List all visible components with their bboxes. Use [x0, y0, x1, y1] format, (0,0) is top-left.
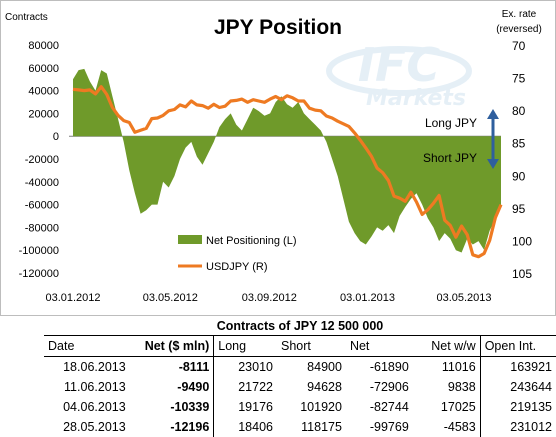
header-long: Long	[213, 335, 277, 357]
cell-long: 21722	[213, 377, 277, 397]
cell-date: 18.06.2013	[63, 360, 126, 374]
right-tick-label: 105	[512, 267, 532, 281]
right-tick-label: 75	[512, 72, 526, 86]
cell-date: 11.06.2013	[64, 380, 126, 394]
cell-short: 118175	[301, 420, 342, 434]
cell-open-int: 163921	[479, 356, 556, 377]
net-positioning-area	[73, 68, 501, 253]
header-date: Date	[44, 335, 130, 357]
table-row: 11.06.2013 -9490 21722 94628 -72906 9838 24364…	[44, 377, 556, 397]
table-row: 28.05.2013 -12196 18406 118175 -99769 -4583 23…	[44, 417, 556, 437]
header-short: Short	[276, 335, 346, 357]
legend-line-label: USDJPY (R)	[206, 261, 268, 273]
x-tick-label: 03.01.2012	[45, 292, 100, 304]
positions-table-panel: Contracts of JPY 12 500 000 Date Net ($ …	[44, 317, 556, 437]
cell-short: 94628	[307, 380, 342, 394]
right-axis-label-line1: Ex. rate	[502, 9, 537, 20]
left-tick-label: 60000	[28, 63, 59, 75]
left-tick-label: 0	[53, 131, 59, 143]
cell-net: -61890	[369, 360, 409, 374]
right-tick-label: 80	[512, 104, 526, 118]
table-row: 04.06.2013 -10339 19176 101920 -82744 17025 21…	[44, 397, 556, 417]
double-arrow-icon	[487, 109, 499, 169]
left-tick-label: -60000	[25, 200, 59, 212]
cell-open-int: 219135	[479, 397, 556, 417]
cell-open-int: 231012	[479, 417, 556, 437]
right-tick-label: 90	[512, 169, 526, 183]
x-tick-label: 03.05.2012	[143, 292, 198, 304]
cell-net-ww: 9838	[447, 380, 476, 394]
x-tick-label: 03.01.2013	[340, 292, 395, 304]
cell-long: 19176	[213, 397, 277, 417]
left-tick-label: -20000	[25, 154, 59, 166]
cell-date: 28.05.2013	[63, 420, 126, 434]
table-title: Contracts of JPY 12 500 000	[216, 319, 384, 333]
header-net-ww: Net w/w	[412, 335, 481, 357]
right-axis-label-line2: (reversed)	[496, 24, 542, 35]
net-positioning-series	[73, 68, 501, 253]
x-tick-label: 03.09.2012	[242, 292, 297, 304]
cell-long: 23010	[213, 356, 277, 377]
ifc-markets-watermark: IFC Markets	[326, 38, 472, 111]
cell-net-usd: -9490	[177, 380, 210, 394]
usdjpy-series	[72, 85, 503, 259]
cell-net-usd: -12196	[170, 420, 210, 434]
left-tick-label: -80000	[25, 222, 59, 234]
cell-date: 04.06.2013	[63, 400, 126, 414]
cell-net: -82744	[369, 400, 409, 414]
header-net-usd: Net ($ mln)	[129, 335, 214, 357]
cell-net-ww: 17025	[440, 400, 476, 414]
right-tick-label: 100	[512, 234, 532, 248]
x-axis-ticks: 03.01.2012 03.05.2012 03.09.2012 03.01.2013…	[45, 292, 491, 304]
header-net: Net	[345, 335, 413, 357]
right-tick-label: 85	[512, 137, 526, 151]
chart-svg: IFC Markets 80000 60000 40000 20000 0 -20000 -…	[5, 9, 542, 304]
usdjpy-line	[72, 85, 503, 259]
right-tick-label: 95	[512, 202, 526, 216]
cell-net-ww: 11016	[441, 360, 476, 374]
legend: Net Positioning (L) USDJPY (R)	[178, 235, 297, 273]
left-tick-label: -40000	[25, 177, 59, 189]
left-tick-label: -100000	[19, 245, 59, 257]
left-axis-label: Contracts	[5, 12, 48, 23]
svg-text:Markets: Markets	[366, 86, 466, 111]
positions-table: Date Net ($ mln) Long Short Net Net w/w …	[44, 335, 556, 437]
cell-net: -99769	[369, 420, 409, 434]
cell-short: 84900	[307, 360, 342, 374]
long-jpy-label: Long JPY	[425, 116, 477, 130]
chart-title: JPY Position	[214, 16, 342, 39]
left-tick-label: 40000	[28, 86, 59, 98]
chart-panel: IFC Markets 80000 60000 40000 20000 0 -20000 -…	[0, 0, 556, 316]
cell-net: -72906	[369, 380, 409, 394]
left-tick-label: 80000	[28, 40, 59, 52]
cell-net-usd: -10339	[170, 400, 210, 414]
cell-open-int: 243644	[479, 377, 556, 397]
table-header-row: Date Net ($ mln) Long Short Net Net w/w …	[44, 335, 556, 357]
cell-net-usd: -8111	[178, 360, 210, 374]
left-tick-label: -120000	[19, 268, 59, 280]
x-tick-label: 03.05.2013	[436, 292, 491, 304]
legend-area-swatch	[178, 235, 202, 244]
short-jpy-label: Short JPY	[423, 151, 477, 165]
right-tick-label: 70	[512, 39, 526, 53]
right-axis-ticks: 70 75 80 85 90 95 100 105	[512, 39, 532, 281]
left-axis-ticks: 80000 60000 40000 20000 0 -20000 -40000 -60000 -…	[19, 40, 59, 280]
left-tick-label: 20000	[28, 108, 59, 120]
header-open-int: Open Int.	[479, 335, 556, 357]
cell-long: 18406	[213, 417, 277, 437]
legend-area-label: Net Positioning (L)	[206, 235, 297, 247]
cell-net-ww: -4583	[443, 420, 476, 434]
cell-short: 101920	[300, 400, 342, 414]
table-row: 18.06.2013 -8111 23010 84900 -61890 11016 1639…	[44, 356, 556, 377]
